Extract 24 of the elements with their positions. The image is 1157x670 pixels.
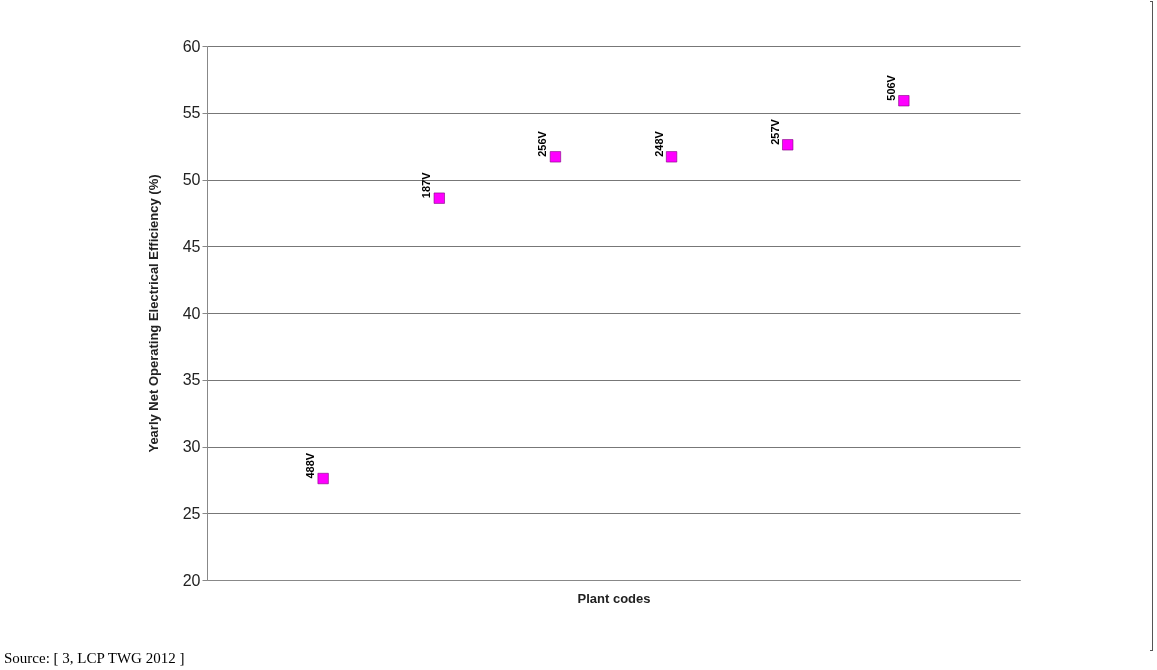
point	[666, 151, 678, 163]
y-axis-title: Yearly Net Operating Electrical Efficiency (%)	[145, 174, 161, 453]
point	[782, 139, 794, 151]
point	[317, 473, 329, 485]
y-tick-label: 45	[182, 237, 201, 255]
x-tick-label: 488V	[304, 452, 317, 479]
y-tick-label: 25	[182, 504, 201, 522]
y-tick-label: 40	[182, 304, 201, 322]
y-tick-label: 20	[182, 571, 201, 589]
y-tick-label: 60	[182, 37, 201, 55]
x-tick-label: 256V	[536, 130, 549, 157]
point	[549, 151, 561, 163]
y-tick-label: 50	[182, 171, 201, 188]
x-axis-title: Plant codes	[577, 590, 651, 606]
source-note: Source: [ 3, LCP TWG 2012 ]	[4, 650, 185, 667]
x-tick-label: 187V	[420, 171, 433, 199]
x-tick-label: 257V	[768, 118, 781, 145]
x-tick-label: 248V	[652, 130, 665, 157]
y-tick-label: 35	[182, 371, 201, 389]
x-tick-label: 506V	[884, 74, 897, 101]
y-tick-label: 55	[182, 104, 201, 122]
y-tick-label: 30	[182, 438, 201, 455]
point	[898, 95, 910, 107]
point	[433, 192, 445, 204]
